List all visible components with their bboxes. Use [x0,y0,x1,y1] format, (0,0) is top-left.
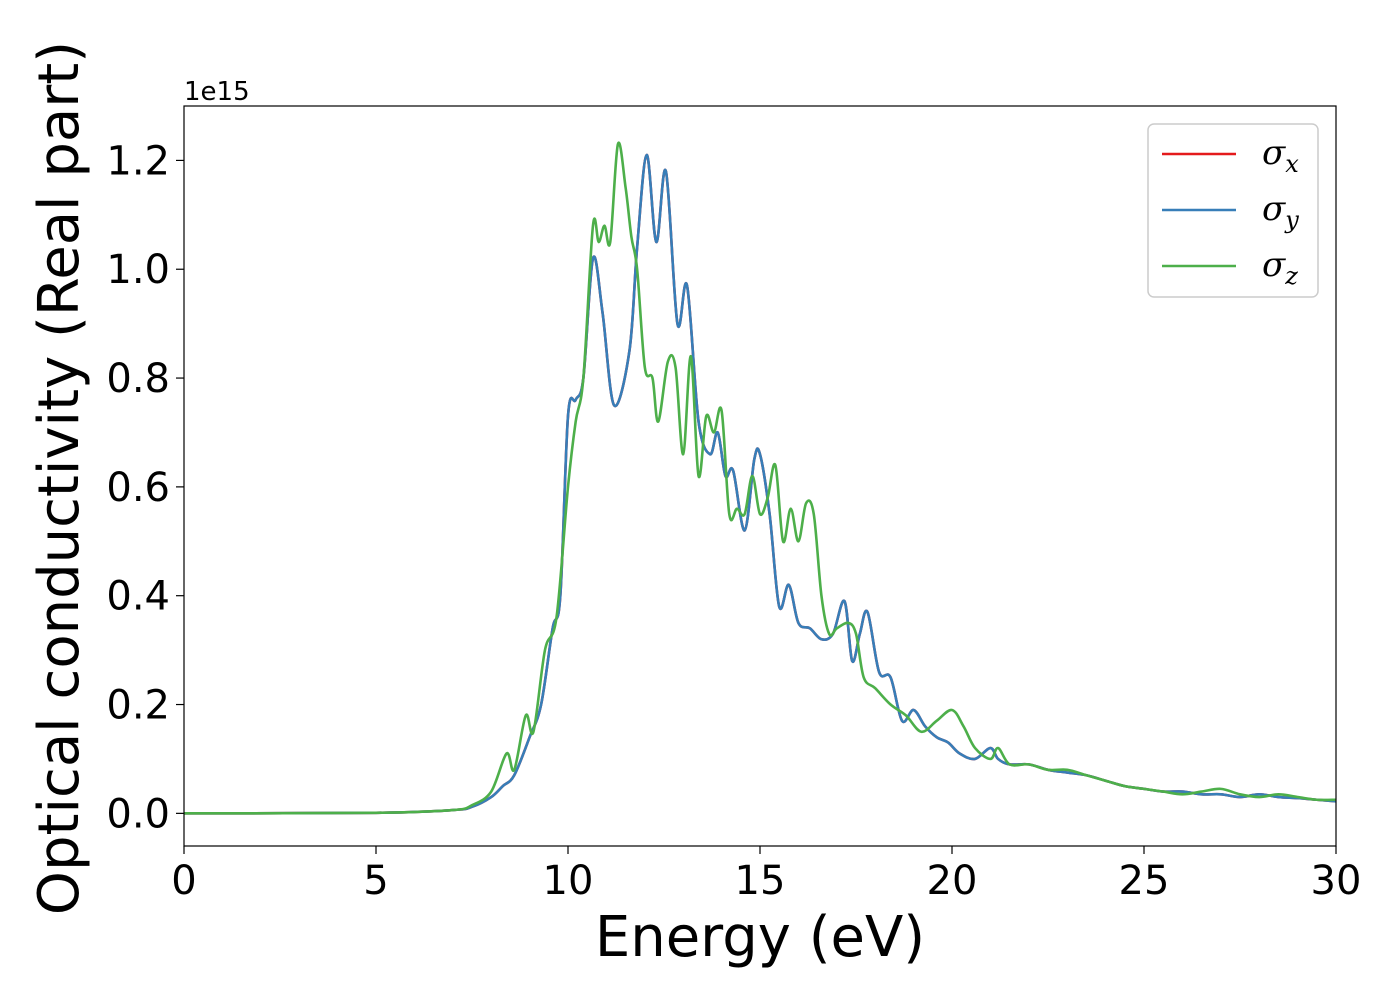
x-tick-label: 10 [543,858,594,904]
x-tick-label: 0 [171,858,196,904]
series-line-z [184,141,1336,815]
x-tick-label: 25 [1119,858,1170,904]
y-tick-label: 1.2 [106,138,170,184]
y-axis: 0.0 0.2 0.4 0.6 0.8 1.0 1.2 [106,138,184,837]
legend-label-z: σz [1262,245,1298,290]
y-tick-label: 0.8 [106,356,170,402]
y-tick-label: 1.0 [106,247,170,293]
legend-symbol: σ [1262,245,1286,285]
legend-subscript: y [1284,206,1299,234]
x-axis: 0 5 10 15 20 25 30 [171,846,1361,904]
series-layer [184,141,1336,815]
legend-subscript: x [1285,150,1299,178]
x-tick-label: 5 [363,858,388,904]
legend-subscript: z [1284,262,1298,290]
y-offset-label: 1e15 [184,77,250,107]
legend-label-y: σy [1262,189,1299,234]
legend-symbol: σ [1262,133,1286,173]
x-tick-label: 30 [1311,858,1362,904]
y-tick-label: 0.6 [106,465,170,511]
legend-label-x: σx [1262,133,1299,178]
x-axis-label: Energy (eV) [595,905,925,970]
x-tick-label: 15 [735,858,786,904]
y-tick-label: 0.4 [106,574,170,620]
y-tick-label: 0.0 [106,791,170,837]
legend-symbol: σ [1262,189,1286,229]
y-axis-label: Optical conductivity (Real part) [27,41,92,915]
x-tick-label: 20 [927,858,978,904]
y-tick-label: 0.2 [106,683,170,729]
